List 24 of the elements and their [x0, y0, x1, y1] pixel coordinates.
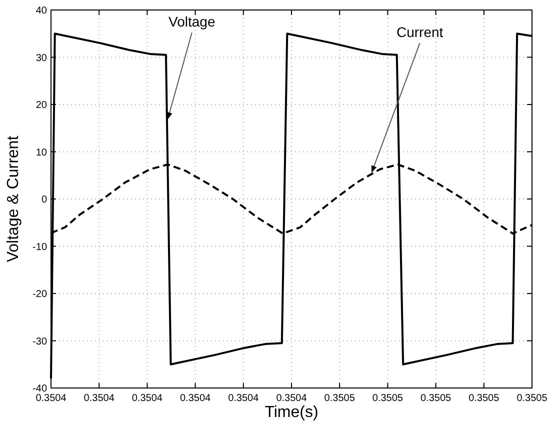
y-tick-label: 40	[36, 6, 48, 16]
y-tick-label: 10	[36, 147, 48, 158]
y-tick-label: -10	[32, 242, 48, 253]
x-tick-label: 0.3504	[180, 393, 212, 404]
x-axis-title: Time(s)	[264, 404, 318, 421]
annotation: Current	[396, 24, 444, 40]
x-tick-label: 0.3505	[324, 393, 356, 404]
x-tick-label: 0.3504	[36, 393, 67, 404]
y-tick-label: -40	[32, 384, 48, 394]
x-tick-label: 0.3504	[132, 393, 163, 404]
y-tick-label: 20	[36, 100, 48, 111]
x-tick-label: 0.3504	[84, 393, 115, 404]
x-tick-label: 0.3505	[372, 393, 404, 404]
x-tick-label: 0.3505	[468, 393, 500, 404]
y-tick-label: -20	[32, 289, 48, 300]
x-tick-label: 0.3504	[228, 393, 260, 404]
y-tick-label: 0	[41, 194, 48, 206]
x-tick-label: 0.3505	[420, 393, 452, 404]
x-tick-label: 0.3504	[276, 393, 308, 404]
y-tick-label: -30	[32, 336, 48, 348]
y-tick-label: 30	[36, 52, 48, 64]
y-axis-title: Voltage & Current	[5, 135, 22, 262]
annotation: Voltage	[168, 14, 216, 30]
x-tick-label: 0.3505	[516, 393, 548, 404]
